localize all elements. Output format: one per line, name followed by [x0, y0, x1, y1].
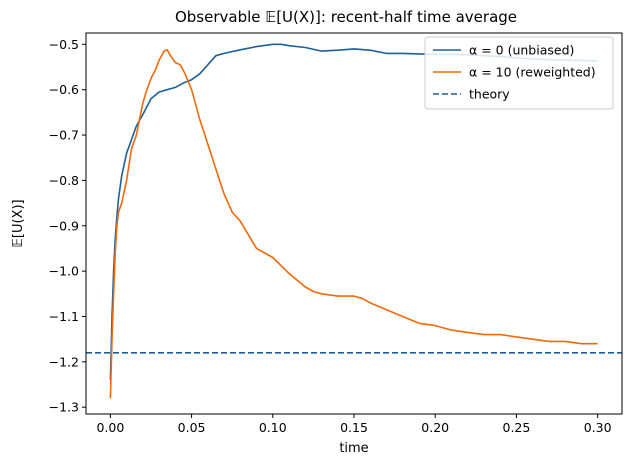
x-tick-label: 0.25: [503, 420, 531, 435]
y-tick-label: −1.3: [49, 400, 79, 415]
x-tick-label: 0.10: [259, 420, 287, 435]
y-tick-label: −0.6: [49, 82, 79, 97]
y-tick-label: −0.5: [49, 37, 79, 52]
y-axis-label: 𝔼[U(X)]: [11, 199, 26, 247]
legend: α = 0 (unbiased) α = 10 (reweighted) theor…: [424, 36, 614, 110]
legend-label: α = 10 (reweighted): [469, 65, 596, 80]
legend-label: α = 0 (unbiased): [469, 43, 574, 58]
y-tick-label: −0.8: [49, 173, 79, 188]
y-tick-label: −0.9: [49, 218, 79, 233]
y-tick-label: −1.0: [49, 264, 79, 279]
legend-label: theory: [469, 87, 510, 102]
y-axis: −1.3 −1.2 −1.1 −1.0 −0.9 −0.8 −0.7 −0.6 −0.5: [49, 37, 86, 415]
y-tick-label: −1.2: [49, 354, 79, 369]
x-tick-label: 0.05: [178, 420, 206, 435]
legend-box: [424, 36, 614, 110]
x-axis-label: time: [339, 441, 368, 456]
x-tick-label: 0.30: [584, 420, 612, 435]
x-tick-label: 0.00: [96, 420, 124, 435]
y-tick-label: −0.7: [49, 128, 79, 143]
y-tick-label: −1.1: [49, 309, 79, 324]
x-tick-label: 0.15: [340, 420, 368, 435]
series-line: [109, 48, 598, 399]
x-axis: 0.00 0.05 0.10 0.15 0.20 0.25 0.30: [96, 414, 612, 435]
x-tick-label: 0.20: [421, 420, 449, 435]
chart-title: Observable 𝔼[U(X)]: recent-half time ave…: [175, 8, 517, 26]
